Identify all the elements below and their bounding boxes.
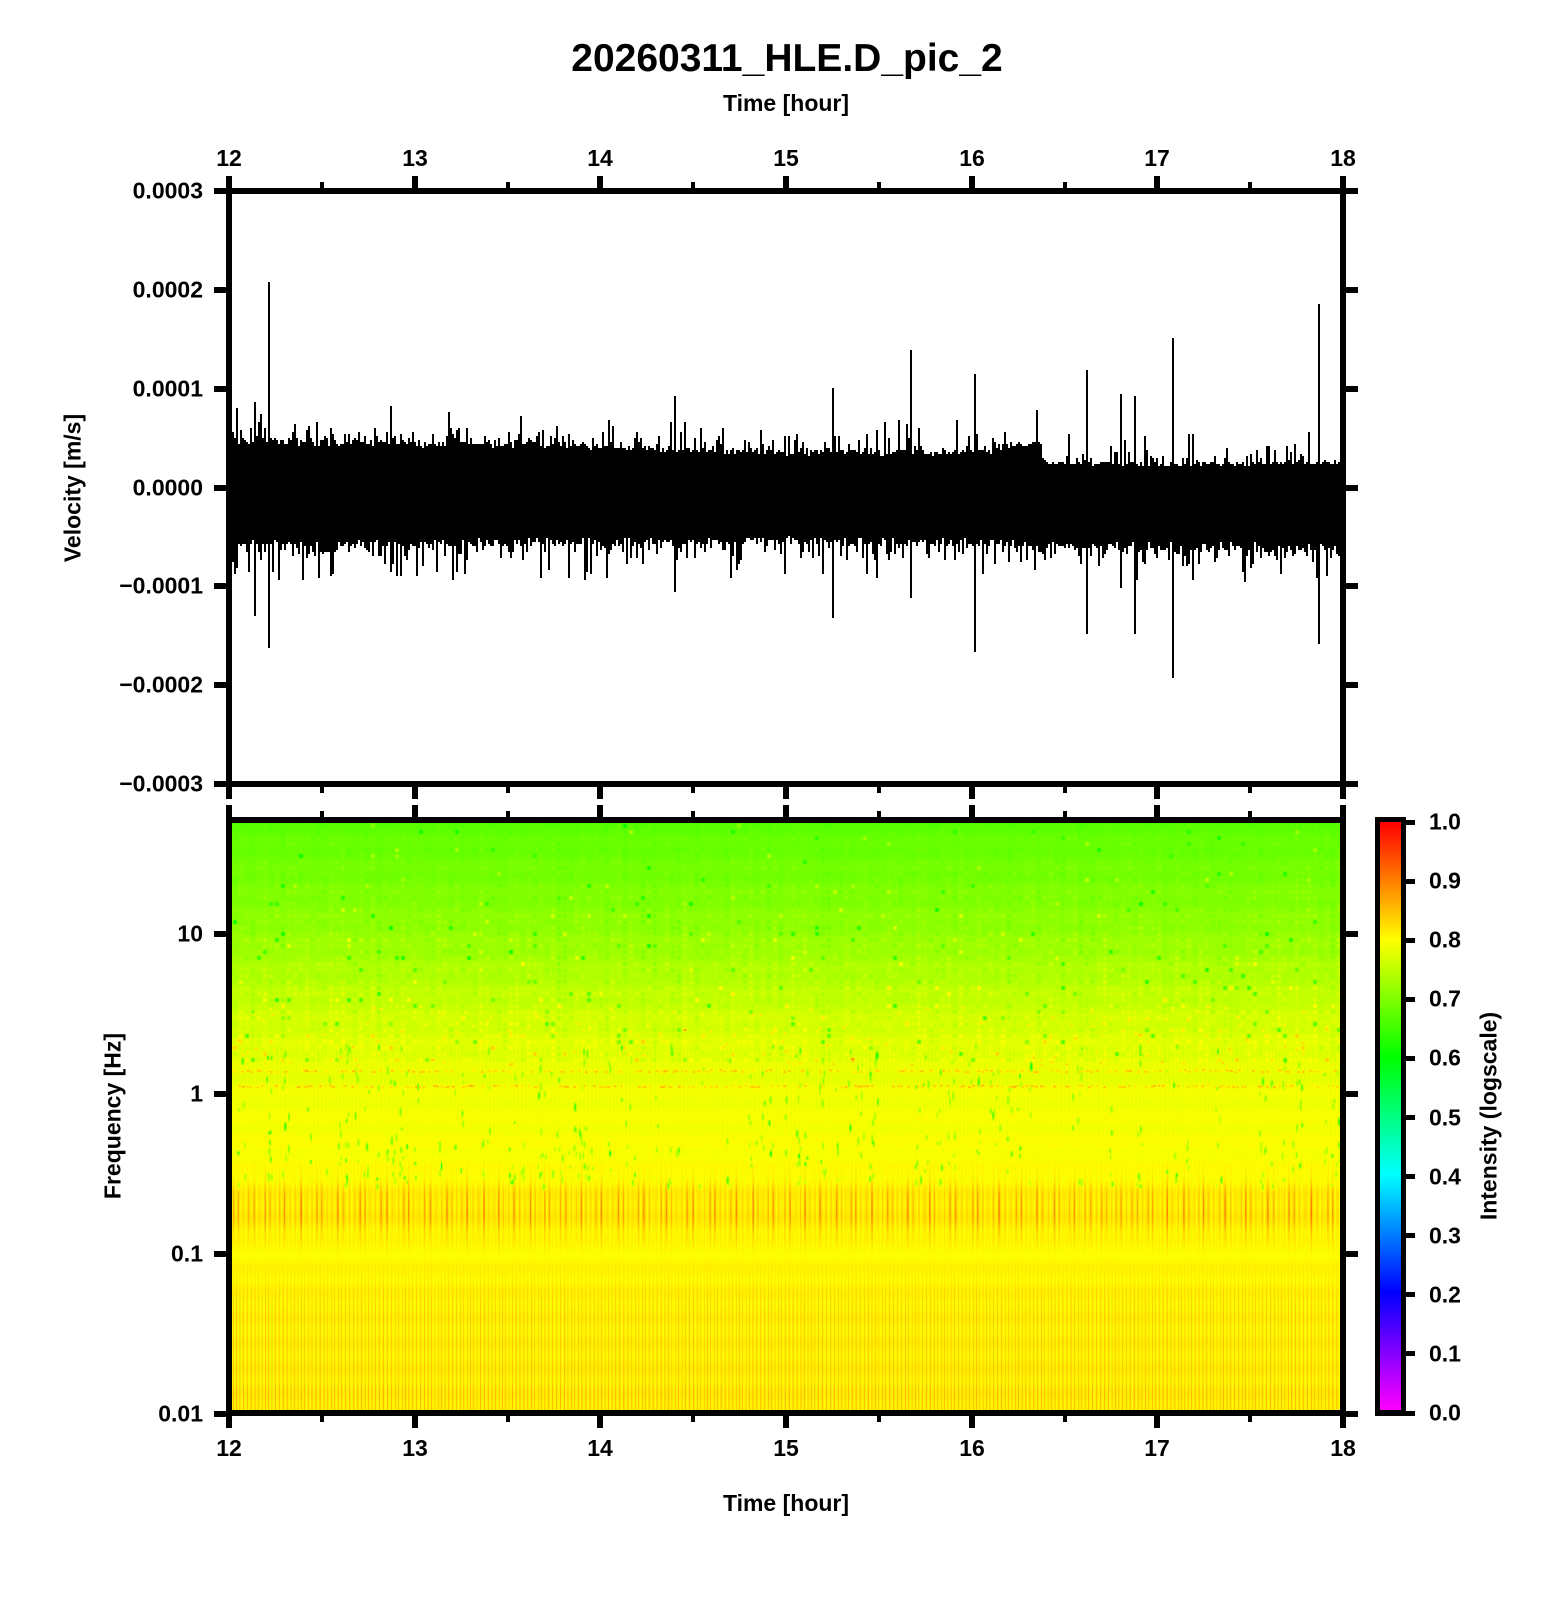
cbar-tick-0.5: 0.5 <box>1429 1104 1461 1131</box>
bottom-xtick-14: 14 <box>587 1435 613 1461</box>
bottom-xaxis-label: Time [hour] <box>722 1490 850 1516</box>
cbar-tick-0.4: 0.4 <box>1429 1163 1461 1190</box>
bottom-xtick-13: 13 <box>402 1435 428 1461</box>
cbar-tick-0.8: 0.8 <box>1429 926 1461 953</box>
bottom-xtick-18: 18 <box>1330 1435 1356 1461</box>
spec-ytick-10: 10 <box>177 920 203 947</box>
cbar-tick-0.0: 0.0 <box>1429 1399 1461 1426</box>
spec-ytick-0.1: 0.1 <box>171 1240 203 1267</box>
spec-ytick-1: 1 <box>190 1080 203 1107</box>
cbar-tick-0.9: 0.9 <box>1429 867 1461 894</box>
cbar-tick-0.2: 0.2 <box>1429 1281 1461 1308</box>
cbar-tick-1.0: 1.0 <box>1429 808 1461 835</box>
bottom-xtick-16: 16 <box>959 1435 985 1461</box>
cbar-tick-0.3: 0.3 <box>1429 1222 1461 1249</box>
bottom-xtick-15: 15 <box>773 1435 799 1461</box>
cbar-tick-0.1: 0.1 <box>1429 1340 1461 1367</box>
cbar-tick-0.6: 0.6 <box>1429 1044 1461 1071</box>
bottom-xtick-17: 17 <box>1144 1435 1170 1461</box>
spectrogram-yaxis-title: Frequency [Hz] <box>99 1032 126 1200</box>
cbar-tick-0.7: 0.7 <box>1429 985 1461 1012</box>
bottom-xtick-12: 12 <box>216 1435 242 1461</box>
spec-ytick-0.01: 0.01 <box>158 1400 203 1427</box>
colorbar-title: Intensity (logscale) <box>1475 1011 1502 1221</box>
